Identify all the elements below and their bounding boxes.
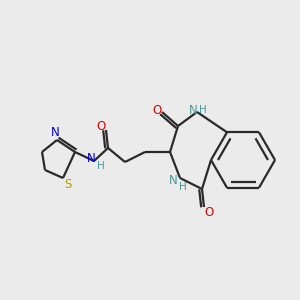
Text: N: N [87,152,95,166]
Text: S: S [64,178,72,190]
Text: N: N [169,175,177,188]
Text: O: O [96,119,106,133]
Text: O: O [152,103,162,116]
Text: H: H [179,182,187,192]
Text: N: N [51,127,59,140]
Text: N: N [189,103,197,116]
Text: O: O [204,206,214,220]
Text: H: H [97,161,105,171]
Text: H: H [199,105,207,115]
